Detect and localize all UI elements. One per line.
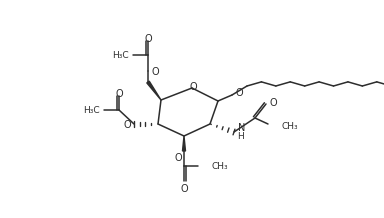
Text: O: O — [174, 153, 182, 163]
Text: H₃C: H₃C — [83, 106, 99, 114]
Text: CH₃: CH₃ — [281, 121, 298, 131]
Text: N: N — [238, 123, 245, 133]
Polygon shape — [147, 81, 161, 100]
Text: O: O — [235, 88, 243, 98]
Polygon shape — [182, 136, 185, 151]
Text: O: O — [115, 89, 123, 99]
Text: O: O — [144, 34, 152, 44]
Text: O: O — [189, 82, 197, 92]
Text: O: O — [123, 120, 131, 130]
Text: H₃C: H₃C — [112, 51, 128, 60]
Text: O: O — [152, 67, 160, 77]
Text: CH₃: CH₃ — [211, 162, 228, 170]
Text: O: O — [270, 98, 278, 108]
Text: O: O — [180, 184, 188, 194]
Text: H: H — [237, 131, 244, 140]
